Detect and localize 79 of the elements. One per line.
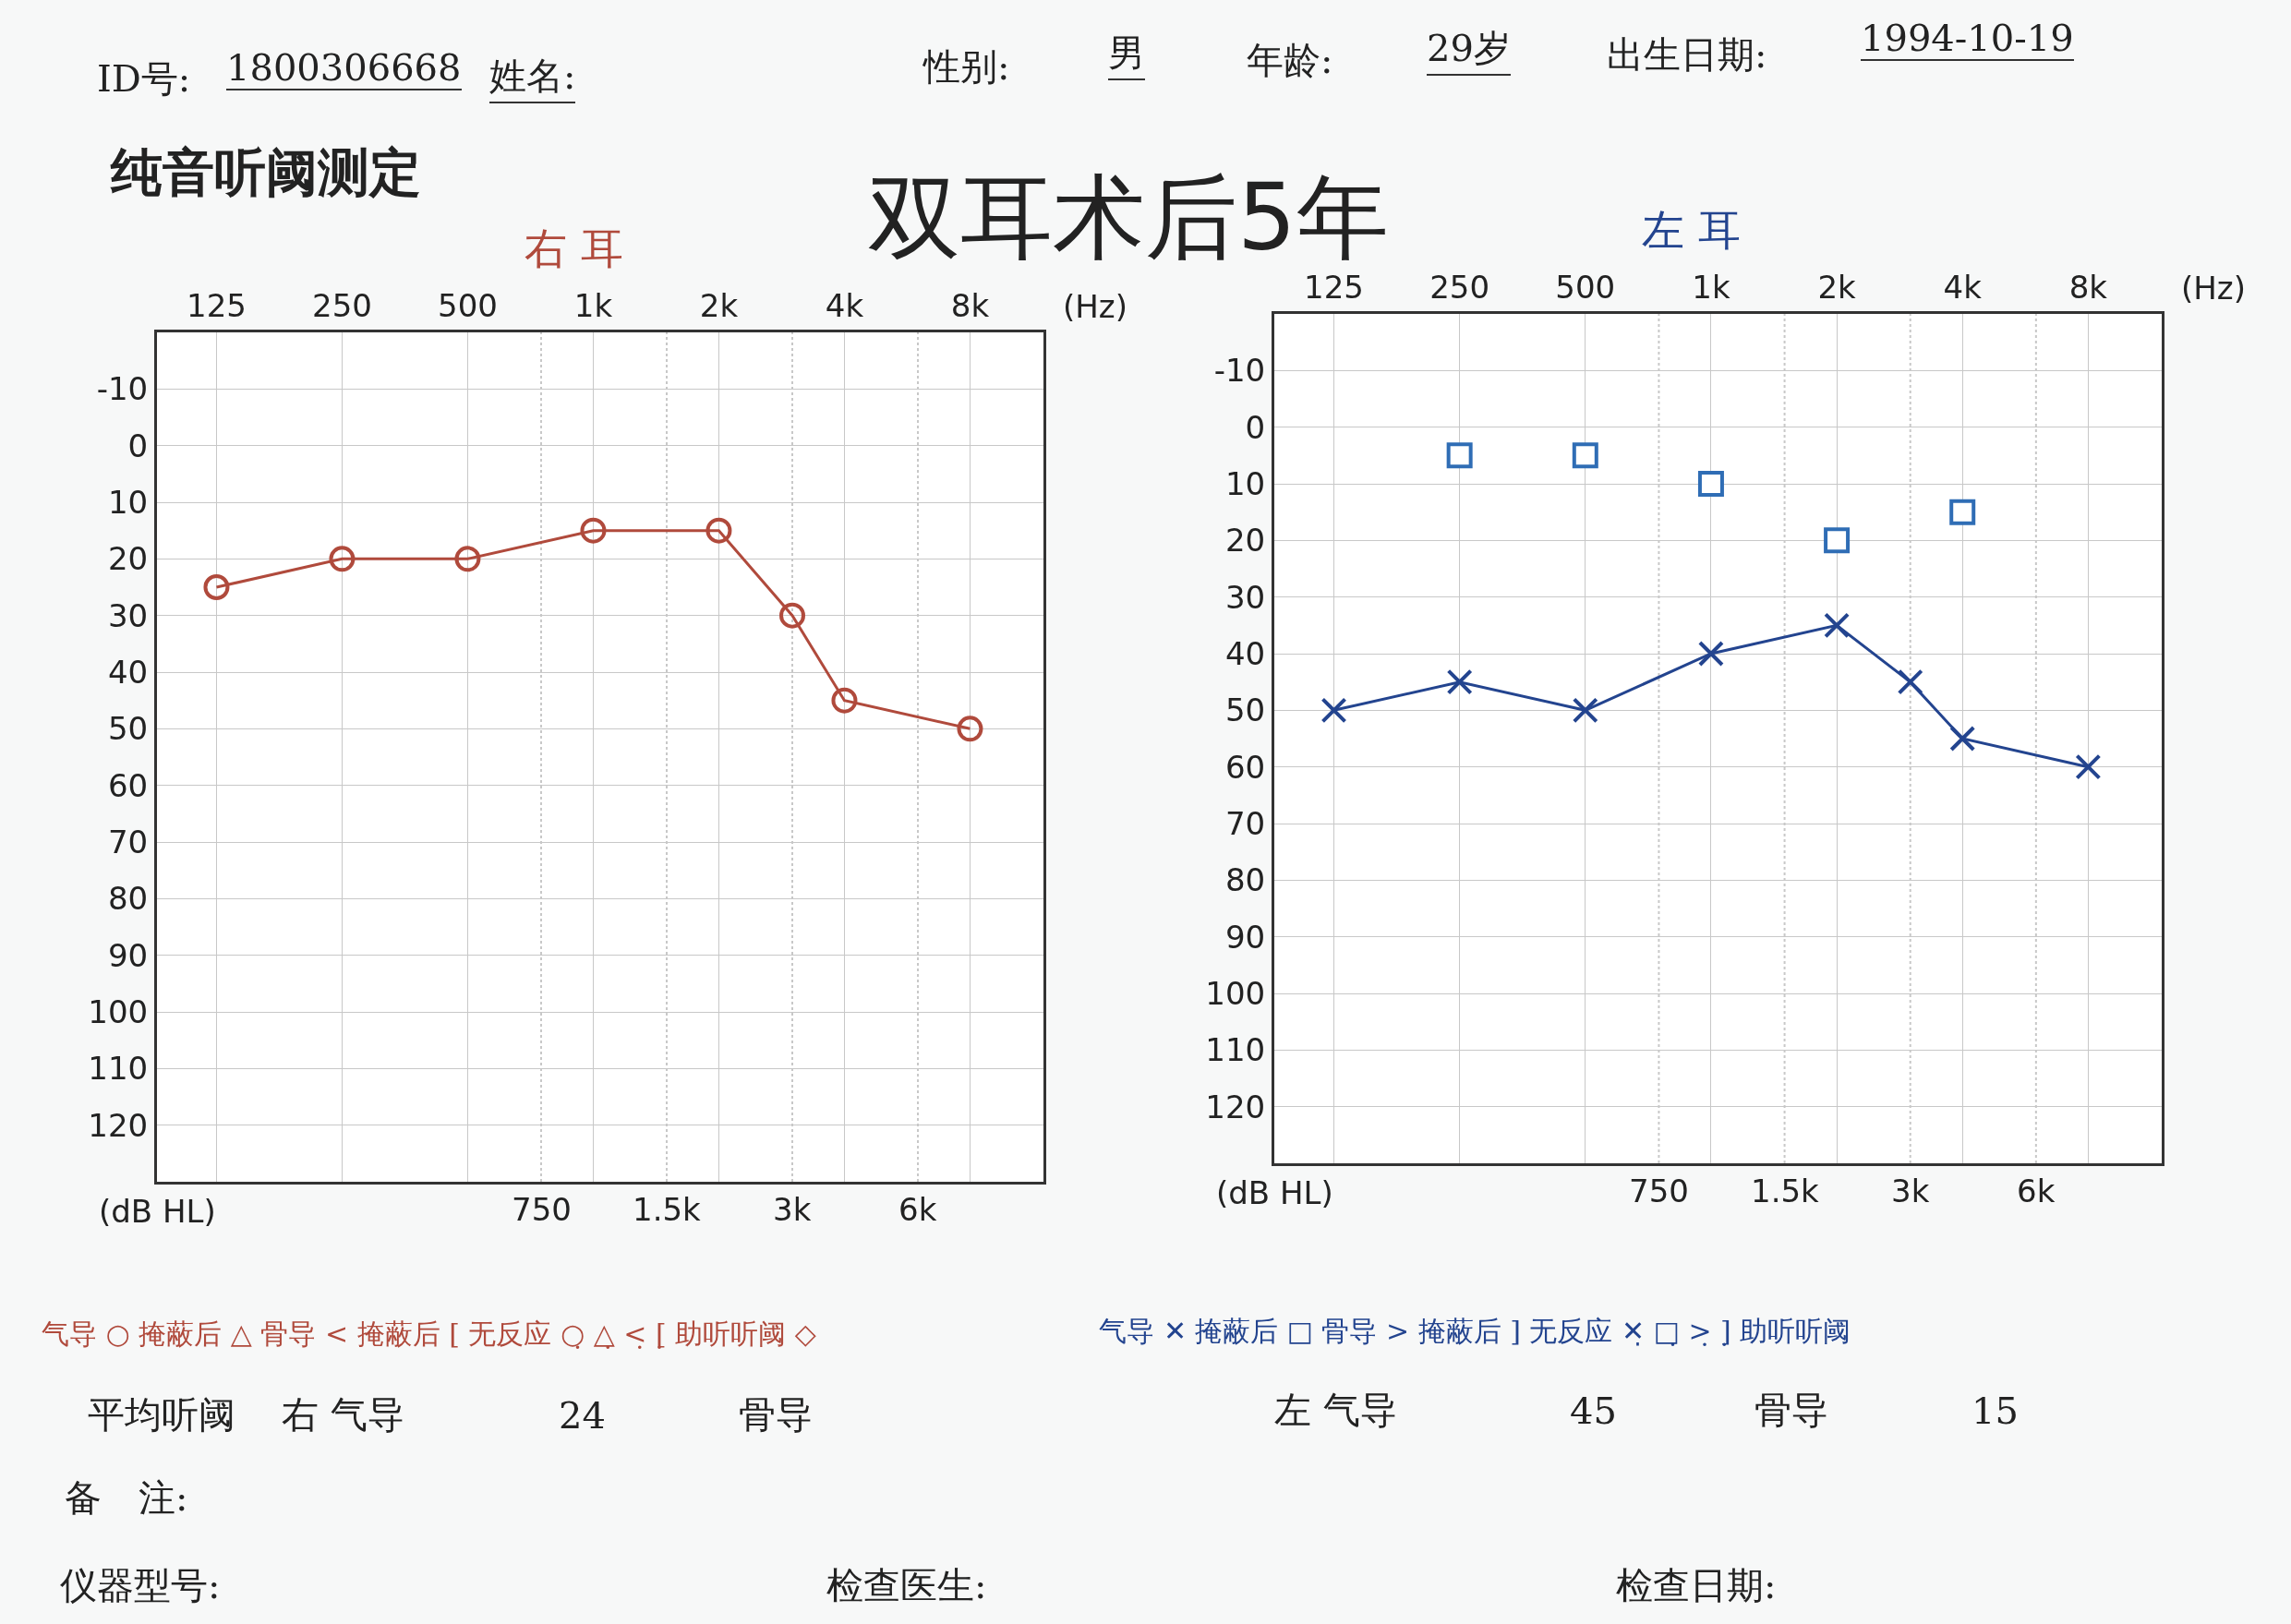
ref-line-label: 3k	[1891, 1173, 1930, 1209]
y-tick-label: -10	[96, 370, 149, 408]
text: 1800306668	[226, 46, 462, 90]
y-tick-label: 90	[1224, 918, 1266, 956]
y-tick-label: 110	[1205, 1031, 1266, 1069]
text: 1994-10-19	[1861, 17, 2074, 61]
y-tick-label: 120	[1205, 1088, 1266, 1125]
y-tick-label: 70	[1224, 804, 1266, 842]
x-axis-title: (Hz)	[2181, 270, 2246, 307]
y-tick-label: 60	[107, 766, 149, 804]
text: 性别:	[923, 44, 1010, 90]
y-axis-title: (dB HL)	[1216, 1174, 1333, 1211]
y-tick-label: 60	[1224, 748, 1266, 786]
text: 检查医生:	[826, 1563, 987, 1608]
y-tick-label: 90	[107, 936, 149, 974]
x-tick-label: 500	[1555, 269, 1616, 307]
ref-line-label: 1.5k	[633, 1191, 702, 1228]
y-tick-label: 30	[107, 596, 149, 634]
ref-line-label: 1.5k	[1751, 1173, 1820, 1209]
y-tick-label: 80	[107, 880, 149, 918]
y-tick-label: 20	[107, 540, 149, 578]
x-tick-label: 8k	[950, 287, 990, 325]
text: 45	[1570, 1389, 1617, 1432]
y-tick-label: 110	[88, 1050, 149, 1088]
y-tick-label: 70	[107, 823, 149, 860]
y-tick-label: 40	[107, 653, 149, 691]
y-tick-label: -10	[1213, 352, 1266, 390]
chart-title: 右 耳	[525, 223, 623, 273]
text: 右 气导	[282, 1392, 404, 1438]
x-tick-label: 250	[312, 287, 372, 325]
text: 男	[1108, 28, 1145, 80]
y-tick-label: 0	[127, 427, 149, 464]
x-tick-label: 125	[187, 287, 247, 325]
y-tick-label: 20	[1224, 522, 1266, 559]
text: 检查日期:	[1616, 1563, 1777, 1608]
x-tick-label: 2k	[1817, 269, 1857, 307]
x-tick-label: 8k	[2068, 269, 2108, 307]
text: 备 注:	[65, 1475, 188, 1521]
text: 年龄:	[1247, 38, 1333, 83]
x-axis-title: (Hz)	[1063, 288, 1127, 325]
y-tick-label: 50	[1224, 692, 1266, 729]
y-tick-label: 10	[1224, 464, 1266, 502]
ref-line-label: 6k	[2017, 1173, 2056, 1209]
text: 纯音听阈测定	[111, 140, 421, 204]
y-tick-label: 80	[1224, 861, 1266, 899]
text: 左 气导	[1274, 1388, 1397, 1433]
x-tick-label: 4k	[1943, 269, 1983, 307]
chart-title: 左 耳	[1642, 205, 1741, 255]
y-tick-label: 100	[88, 992, 149, 1030]
y-tick-label: 10	[107, 483, 149, 521]
y-tick-label: 40	[1224, 634, 1266, 672]
text: ID号:	[97, 56, 191, 102]
y-axis-title: (dB HL)	[99, 1193, 216, 1230]
text: 气导 ○ 掩蔽后 △ 骨导 < 掩蔽后 [ 无反应 ○̣ △̣ <̣ [̣ 助听听阈 ◇	[42, 1317, 816, 1352]
text: 姓名:	[489, 51, 576, 103]
text: 29岁	[1427, 23, 1511, 76]
x-tick-label: 250	[1429, 269, 1490, 307]
text: 24	[559, 1394, 606, 1437]
x-tick-label: 1k	[573, 287, 613, 325]
text: 平均听阈	[88, 1392, 235, 1438]
text: 15	[1971, 1389, 2019, 1432]
text: 骨导	[739, 1392, 813, 1438]
x-tick-label: 2k	[699, 287, 739, 325]
text: 仪器型号:	[60, 1563, 221, 1608]
x-tick-label: 1k	[1692, 269, 1730, 307]
y-tick-label: 120	[88, 1106, 149, 1144]
y-tick-label: 30	[1224, 578, 1266, 616]
y-tick-label: 100	[1205, 974, 1266, 1012]
y-tick-label: 50	[107, 710, 149, 748]
ref-line-label: 750	[512, 1191, 572, 1228]
ref-line-label: 750	[1629, 1173, 1689, 1209]
ref-line-label: 3k	[773, 1191, 812, 1228]
x-tick-label: 500	[438, 287, 498, 325]
x-tick-label: 4k	[825, 287, 864, 325]
text: 骨导	[1754, 1388, 1828, 1433]
text: 出生日期:	[1607, 32, 1767, 78]
text: 气导 ✕ 掩蔽后 □ 骨导 > 掩蔽后 ] 无反应 ✕̣ □̣ >̣ ]̣ 助听听阈	[1099, 1314, 1851, 1349]
y-tick-label: 0	[1245, 408, 1266, 446]
ref-line-label: 6k	[898, 1191, 937, 1228]
